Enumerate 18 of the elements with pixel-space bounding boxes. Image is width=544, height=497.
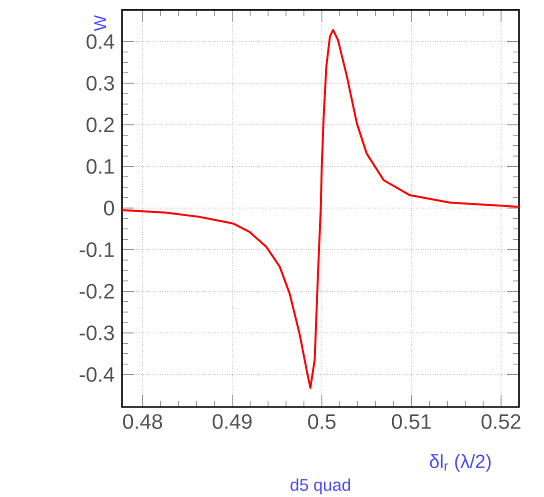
line-series xyxy=(121,28,520,389)
y-tick-label: -0.1 xyxy=(80,242,114,258)
x-tick-label: 0.52 xyxy=(482,414,520,429)
y-tick-label: 0.2 xyxy=(86,117,114,132)
y-tick-label: 0.4 xyxy=(86,34,114,50)
x-axis-title: δl$_{r}$ (λ/2) xyxy=(430,454,491,472)
y-tick-label: 0.3 xyxy=(86,76,114,91)
text: d5 quad xyxy=(290,478,350,494)
y-tick-label: -0.2 xyxy=(80,284,114,299)
y-tick-label: 0.1 xyxy=(86,159,114,174)
x-tick-label: 0.5 xyxy=(308,414,336,429)
x-tick-label: 0.49 xyxy=(212,414,252,429)
y-tick-label: -0.4 xyxy=(80,367,114,382)
y-axis-title: W xyxy=(94,15,106,32)
x-tick-label: 0.48 xyxy=(123,414,162,429)
y-tick-label: -0.3 xyxy=(80,326,114,340)
y-tick-label: 0 xyxy=(104,200,114,216)
x-tick-label: 0.51 xyxy=(392,414,431,429)
